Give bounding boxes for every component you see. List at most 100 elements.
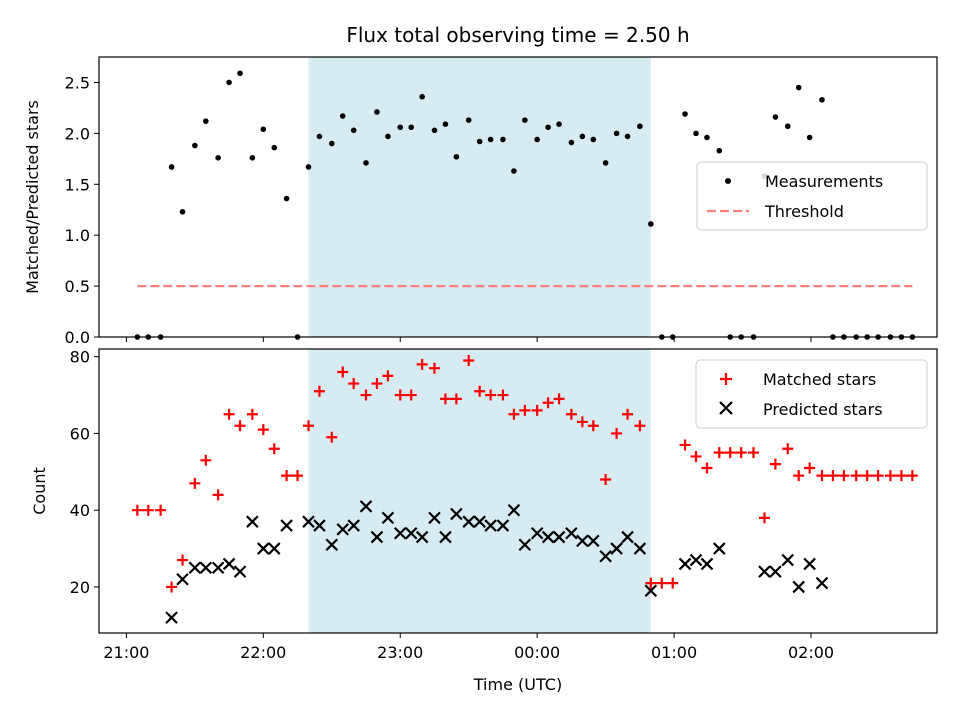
top-panel: 0.0 0.5 1.0 1.5 2.0 2.5 Matched/Predicted sta… [23, 56, 938, 347]
predicted-star-point [359, 500, 373, 513]
predicted-star-points [165, 500, 829, 624]
predicted-star-point [621, 530, 634, 544]
chart-title: Flux total observing time = 2.50 h [346, 23, 689, 47]
matched-star-point [622, 408, 634, 420]
predicted-star-point [176, 572, 189, 586]
predicted-star-point [552, 530, 566, 544]
bottom-y-axis-label: Count [30, 467, 49, 515]
matched-star-point [326, 431, 338, 443]
measurement-point [249, 155, 256, 161]
measurement-point [511, 168, 517, 174]
measurement-point [271, 144, 278, 151]
top-legend: Measurements Threshold [696, 161, 928, 231]
measurement-point [534, 136, 540, 143]
measurement-point [682, 111, 688, 117]
matched-star-point [142, 504, 154, 516]
predicted-star-point [439, 530, 452, 544]
matched-star-point [816, 470, 828, 482]
legend-measurements-marker [725, 178, 731, 184]
matched-star-point [667, 577, 679, 589]
matched-star-point [223, 408, 235, 420]
matched-star-point [895, 470, 907, 482]
predicted-star-point [313, 519, 326, 532]
measurement-point [215, 155, 221, 161]
top-y-tick-label: 2.0 [65, 124, 90, 143]
predicted-star-point [393, 526, 407, 540]
matched-star-point [611, 427, 623, 439]
predicted-star-point [246, 515, 259, 528]
matched-star-point [246, 408, 258, 420]
matched-star-point [600, 473, 612, 485]
measurement-point [168, 164, 175, 170]
top-axes-frame [98, 56, 938, 338]
measurement-point [545, 124, 551, 131]
predicted-star-point [222, 557, 236, 571]
measurement-point [704, 134, 710, 141]
bottom-legend-box [695, 359, 928, 429]
predicted-star-point [462, 515, 475, 528]
matched-star-point [565, 408, 577, 420]
measurement-point [328, 140, 335, 147]
matched-star-point [348, 378, 360, 390]
predicted-star-point [610, 542, 623, 555]
predicted-star-point [267, 542, 281, 555]
matched-star-point [701, 462, 713, 474]
matched-star-point [303, 420, 314, 432]
legend-predicted-label: Predicted stars [763, 400, 883, 419]
x-tick-label: 23:00 [377, 643, 423, 662]
legend-matched-label: Matched stars [763, 370, 876, 389]
predicted-star-point [644, 584, 658, 598]
matched-star-point [769, 458, 781, 470]
matched-star-point [405, 389, 417, 401]
predicted-star-point [689, 553, 703, 567]
measurement-point [772, 114, 779, 120]
bottom-y-tick-label: 80 [70, 348, 90, 367]
matched-star-point [884, 470, 896, 482]
top-y-tick-label: 0.0 [65, 328, 90, 347]
measurement-point [487, 136, 494, 143]
matched-star-point [553, 393, 565, 405]
legend-threshold-label: Threshold [764, 202, 844, 221]
measurement-point [431, 127, 438, 134]
predicted-star-point [473, 515, 486, 528]
matched-star-point [861, 470, 873, 482]
top-y-axis-label: Matched/Predicted stars [23, 100, 42, 294]
matched-star-point [292, 470, 304, 482]
bottom-y-ticks: 20 40 60 80 [70, 348, 99, 597]
matched-star-point [850, 470, 862, 482]
legend-matched-marker [720, 373, 732, 385]
matched-star-point [758, 512, 770, 524]
measurement-point [453, 153, 460, 160]
measurement-point [374, 109, 380, 115]
matched-star-point [189, 477, 201, 489]
predicted-star-point [257, 542, 270, 555]
measurement-point [408, 124, 414, 131]
matched-star-point [804, 462, 816, 474]
bottom-axes-frame [98, 348, 938, 634]
matched-star-point [463, 355, 475, 367]
measurement-point [556, 121, 562, 127]
predicted-star-point [507, 503, 521, 517]
top-legend-box [696, 161, 928, 231]
matched-star-point [906, 470, 918, 482]
matched-star-point [131, 504, 143, 516]
predicted-star-point [599, 549, 612, 563]
matched-star-point [634, 420, 646, 432]
matched-star-point [827, 470, 839, 482]
measurement-point [500, 136, 506, 143]
predicted-star-point [792, 580, 805, 594]
matched-star-point [587, 420, 599, 432]
predicted-star-point [428, 511, 441, 525]
legend-measurements-label: Measurements [765, 172, 883, 191]
measurement-point [203, 118, 209, 124]
measurement-point [602, 160, 609, 166]
predicted-star-point [803, 557, 816, 571]
predicted-star-point [576, 534, 589, 548]
predicted-star-point [188, 561, 202, 575]
x-tick-label: 01:00 [651, 643, 697, 662]
measurement-point [624, 133, 631, 140]
predicted-star-point [815, 576, 829, 590]
predicted-star-point [165, 611, 178, 624]
